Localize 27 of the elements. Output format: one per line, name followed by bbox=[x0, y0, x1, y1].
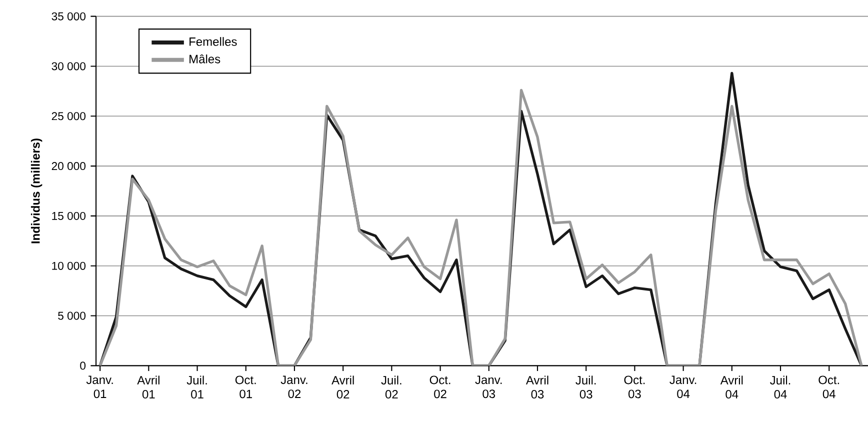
y-tick-label: 15 000 bbox=[52, 212, 86, 220]
x-tick-label: Janv. 01 bbox=[86, 376, 113, 398]
x-tick-label: Juil. 02 bbox=[381, 376, 402, 399]
y-tick-label: 25 000 bbox=[52, 112, 86, 120]
x-tick-label: Oct. 03 bbox=[624, 376, 645, 398]
x-tick-label: Janv. 03 bbox=[475, 376, 502, 398]
x-tick-label: Avril 03 bbox=[526, 376, 548, 399]
x-tick-label: Janv. 04 bbox=[670, 376, 696, 398]
x-tick-label: Juil. 04 bbox=[770, 376, 790, 399]
x-tick-label: Avril 04 bbox=[720, 376, 743, 399]
x-tick-label: Oct. 04 bbox=[818, 376, 840, 398]
y-axis-title: Individus (milliers) bbox=[30, 138, 42, 244]
x-tick-label: Oct. 01 bbox=[235, 376, 256, 398]
y-tick-label: 35 000 bbox=[52, 12, 86, 20]
y-tick-label: 20 000 bbox=[52, 162, 86, 170]
x-tick-label: Juil. 03 bbox=[576, 376, 596, 399]
y-tick-label: 5 000 bbox=[58, 312, 86, 320]
legend-label: Mâles bbox=[190, 54, 220, 64]
legend-label: Femelles bbox=[190, 37, 237, 46]
x-tick-label: Janv. 02 bbox=[280, 376, 308, 398]
x-tick-label: Avril 01 bbox=[137, 376, 160, 399]
x-tick-label: Juil. 01 bbox=[186, 376, 207, 399]
y-tick-label: 30 000 bbox=[52, 62, 86, 70]
x-tick-label: Avril 02 bbox=[332, 376, 354, 399]
y-tick-label: 10 000 bbox=[52, 262, 86, 270]
y-tick-label: 0 bbox=[80, 362, 86, 370]
x-tick-label: Oct. 02 bbox=[430, 376, 450, 398]
